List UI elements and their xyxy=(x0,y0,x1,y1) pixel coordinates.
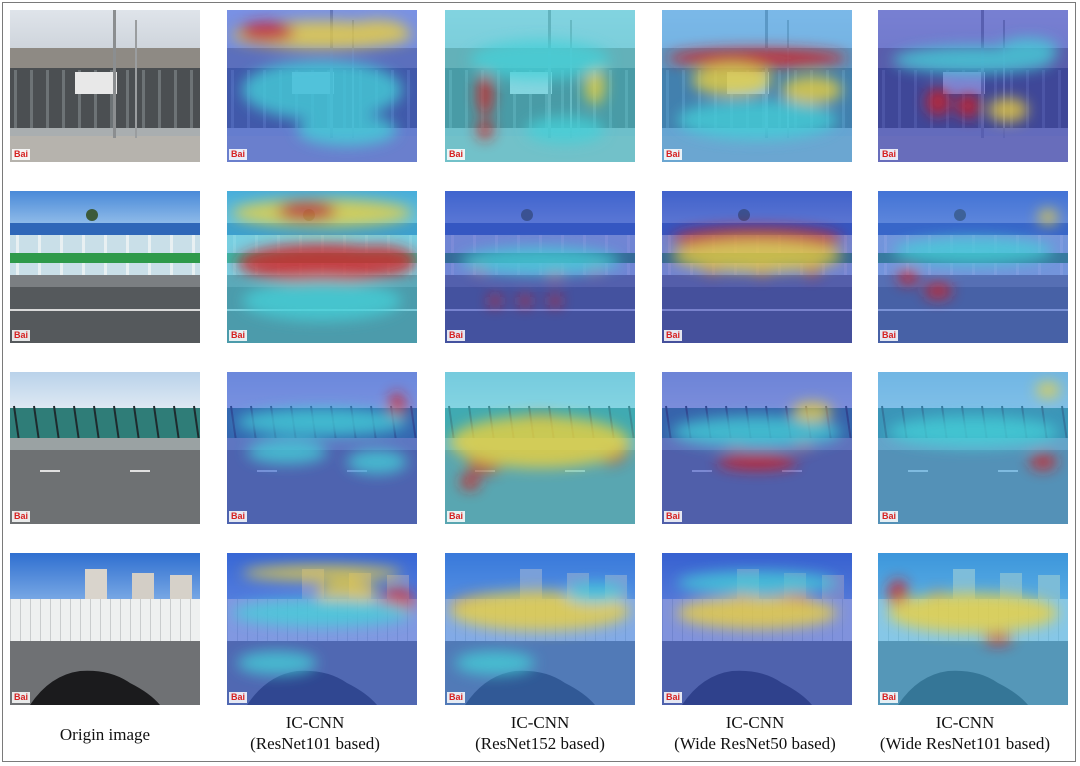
heatmap-w50-row1: Bai xyxy=(662,10,852,162)
cam-overlay xyxy=(445,372,635,524)
caption-origin: Origin image xyxy=(10,724,200,745)
cam-overlay xyxy=(445,10,635,162)
origin-image-row1: Bai xyxy=(10,10,200,162)
heatmap-r152-row3: Bai xyxy=(445,372,635,524)
scene-photo xyxy=(10,191,200,343)
watermark-logo: Bai xyxy=(880,692,899,703)
caption-resnet101-line1: IC-CNN xyxy=(285,713,345,732)
watermark-logo: Bai xyxy=(880,149,899,160)
caption-resnet152-line2: (ResNet152 based) xyxy=(475,734,605,753)
caption-resnet101-line2: (ResNet101 based) xyxy=(250,734,380,753)
watermark-logo: Bai xyxy=(664,692,683,703)
heatmap-r152-row1: Bai xyxy=(445,10,635,162)
origin-image-row4: Bai xyxy=(10,553,200,705)
heatmap-w50-row4: Bai xyxy=(662,553,852,705)
watermark-logo: Bai xyxy=(447,149,466,160)
cam-overlay xyxy=(445,553,635,705)
cam-overlay xyxy=(445,191,635,343)
heatmap-w50-row3: Bai xyxy=(662,372,852,524)
caption-origin-line1: Origin image xyxy=(59,725,151,744)
heatmap-w101-row4: Bai xyxy=(878,553,1068,705)
watermark-logo: Bai xyxy=(447,511,466,522)
watermark-logo: Bai xyxy=(12,511,31,522)
heatmap-w101-row2: Bai xyxy=(878,191,1068,343)
heatmap-w101-row1: Bai xyxy=(878,10,1068,162)
cam-overlay xyxy=(662,553,852,705)
caption-wide-resnet101-line1: IC-CNN xyxy=(935,713,995,732)
watermark-logo: Bai xyxy=(229,511,248,522)
watermark-logo: Bai xyxy=(880,511,899,522)
cam-overlay xyxy=(662,372,852,524)
origin-image-row3: Bai xyxy=(10,372,200,524)
watermark-logo: Bai xyxy=(664,330,683,341)
watermark-logo: Bai xyxy=(664,511,683,522)
watermark-logo: Bai xyxy=(229,692,248,703)
scene-photo xyxy=(10,372,200,524)
heatmap-r101-row3: Bai xyxy=(227,372,417,524)
watermark-logo: Bai xyxy=(880,330,899,341)
cam-overlay xyxy=(662,10,852,162)
heatmap-r152-row4: Bai xyxy=(445,553,635,705)
cam-overlay xyxy=(227,10,417,162)
watermark-logo: Bai xyxy=(12,149,31,160)
cam-overlay xyxy=(878,191,1068,343)
heatmap-r101-row4: Bai xyxy=(227,553,417,705)
cam-overlay xyxy=(662,191,852,343)
caption-wide-resnet50-line2: (Wide ResNet50 based) xyxy=(674,734,836,753)
cam-overlay xyxy=(227,553,417,705)
origin-image-row2: Bai xyxy=(10,191,200,343)
caption-resnet101: IC-CNN (ResNet101 based) xyxy=(205,712,425,754)
scene-photo xyxy=(10,10,200,162)
caption-resnet152-line1: IC-CNN xyxy=(510,713,570,732)
caption-wide-resnet101-line2: (Wide ResNet101 based) xyxy=(879,734,1051,753)
scene-photo xyxy=(10,553,200,705)
heatmap-r101-row2: Bai xyxy=(227,191,417,343)
watermark-logo: Bai xyxy=(12,330,31,341)
cam-overlay xyxy=(878,372,1068,524)
watermark-logo: Bai xyxy=(447,692,466,703)
watermark-logo: Bai xyxy=(229,330,248,341)
watermark-logo: Bai xyxy=(447,330,466,341)
caption-resnet152: IC-CNN (ResNet152 based) xyxy=(430,712,650,754)
heatmap-r101-row1: Bai xyxy=(227,10,417,162)
cam-overlay xyxy=(227,191,417,343)
caption-wide-resnet101: IC-CNN (Wide ResNet101 based) xyxy=(860,712,1070,754)
caption-wide-resnet50-line1: IC-CNN xyxy=(725,713,785,732)
heatmap-w101-row3: Bai xyxy=(878,372,1068,524)
cam-overlay xyxy=(878,553,1068,705)
watermark-logo: Bai xyxy=(664,149,683,160)
cam-overlay xyxy=(878,10,1068,162)
watermark-logo: Bai xyxy=(229,149,248,160)
heatmap-r152-row2: Bai xyxy=(445,191,635,343)
cam-overlay xyxy=(227,372,417,524)
caption-wide-resnet50: IC-CNN (Wide ResNet50 based) xyxy=(645,712,865,754)
heatmap-w50-row2: Bai xyxy=(662,191,852,343)
watermark-logo: Bai xyxy=(12,692,31,703)
